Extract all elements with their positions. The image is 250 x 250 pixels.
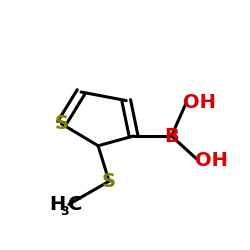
Text: H: H <box>50 195 66 214</box>
Text: S: S <box>54 114 68 133</box>
Text: C: C <box>68 195 82 214</box>
Text: B: B <box>164 126 179 146</box>
Text: 3: 3 <box>60 205 69 218</box>
Text: OH: OH <box>183 94 216 112</box>
Text: OH: OH <box>195 151 228 170</box>
Text: S: S <box>102 172 116 191</box>
